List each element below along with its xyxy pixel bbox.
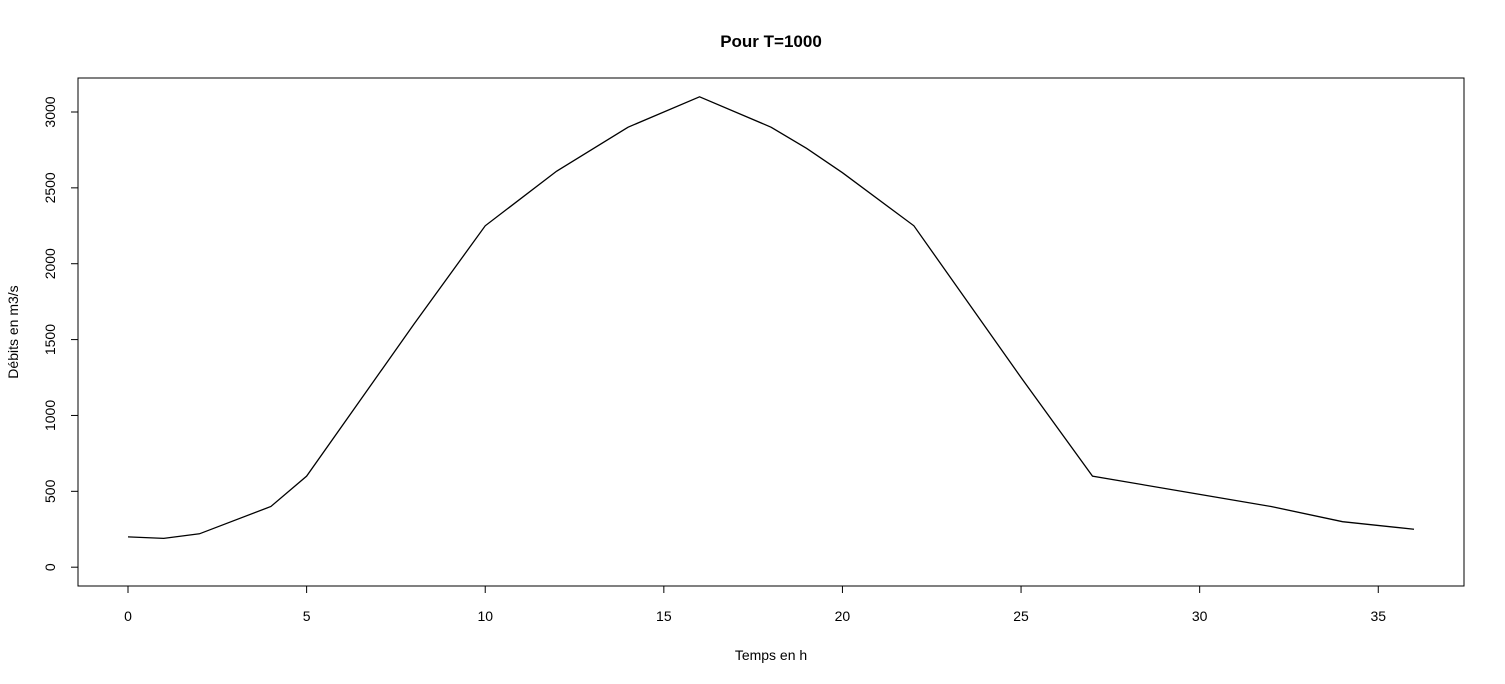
- y-tick-label: 1500: [42, 324, 58, 355]
- y-tick-label: 3000: [42, 96, 58, 127]
- x-tick-label: 10: [477, 608, 493, 624]
- x-tick-label: 25: [1013, 608, 1029, 624]
- x-tick-label: 0: [124, 608, 132, 624]
- x-tick-label: 20: [835, 608, 851, 624]
- x-tick-label: 15: [656, 608, 672, 624]
- y-tick-label: 0: [42, 563, 58, 571]
- y-tick-label: 1000: [42, 400, 58, 431]
- y-axis: 0 500 1000 1500 2000 2500 3000: [42, 96, 79, 571]
- x-axis: 0 5 10 15 20 25 30 35: [124, 585, 1386, 624]
- y-tick-label: 2500: [42, 172, 58, 203]
- plot-frame: [77, 77, 1465, 587]
- x-tick-label: 30: [1192, 608, 1208, 624]
- chart-title: Pour T=1000: [720, 32, 822, 51]
- x-axis-label: Temps en h: [735, 647, 807, 663]
- x-tick-label: 5: [303, 608, 311, 624]
- y-axis-label: Débits en m3/s: [5, 285, 21, 378]
- y-tick-label: 500: [42, 479, 58, 503]
- y-tick-label: 2000: [42, 248, 58, 279]
- x-tick-label: 35: [1370, 608, 1386, 624]
- series-line: [127, 96, 1415, 540]
- series-layer: [127, 96, 1415, 540]
